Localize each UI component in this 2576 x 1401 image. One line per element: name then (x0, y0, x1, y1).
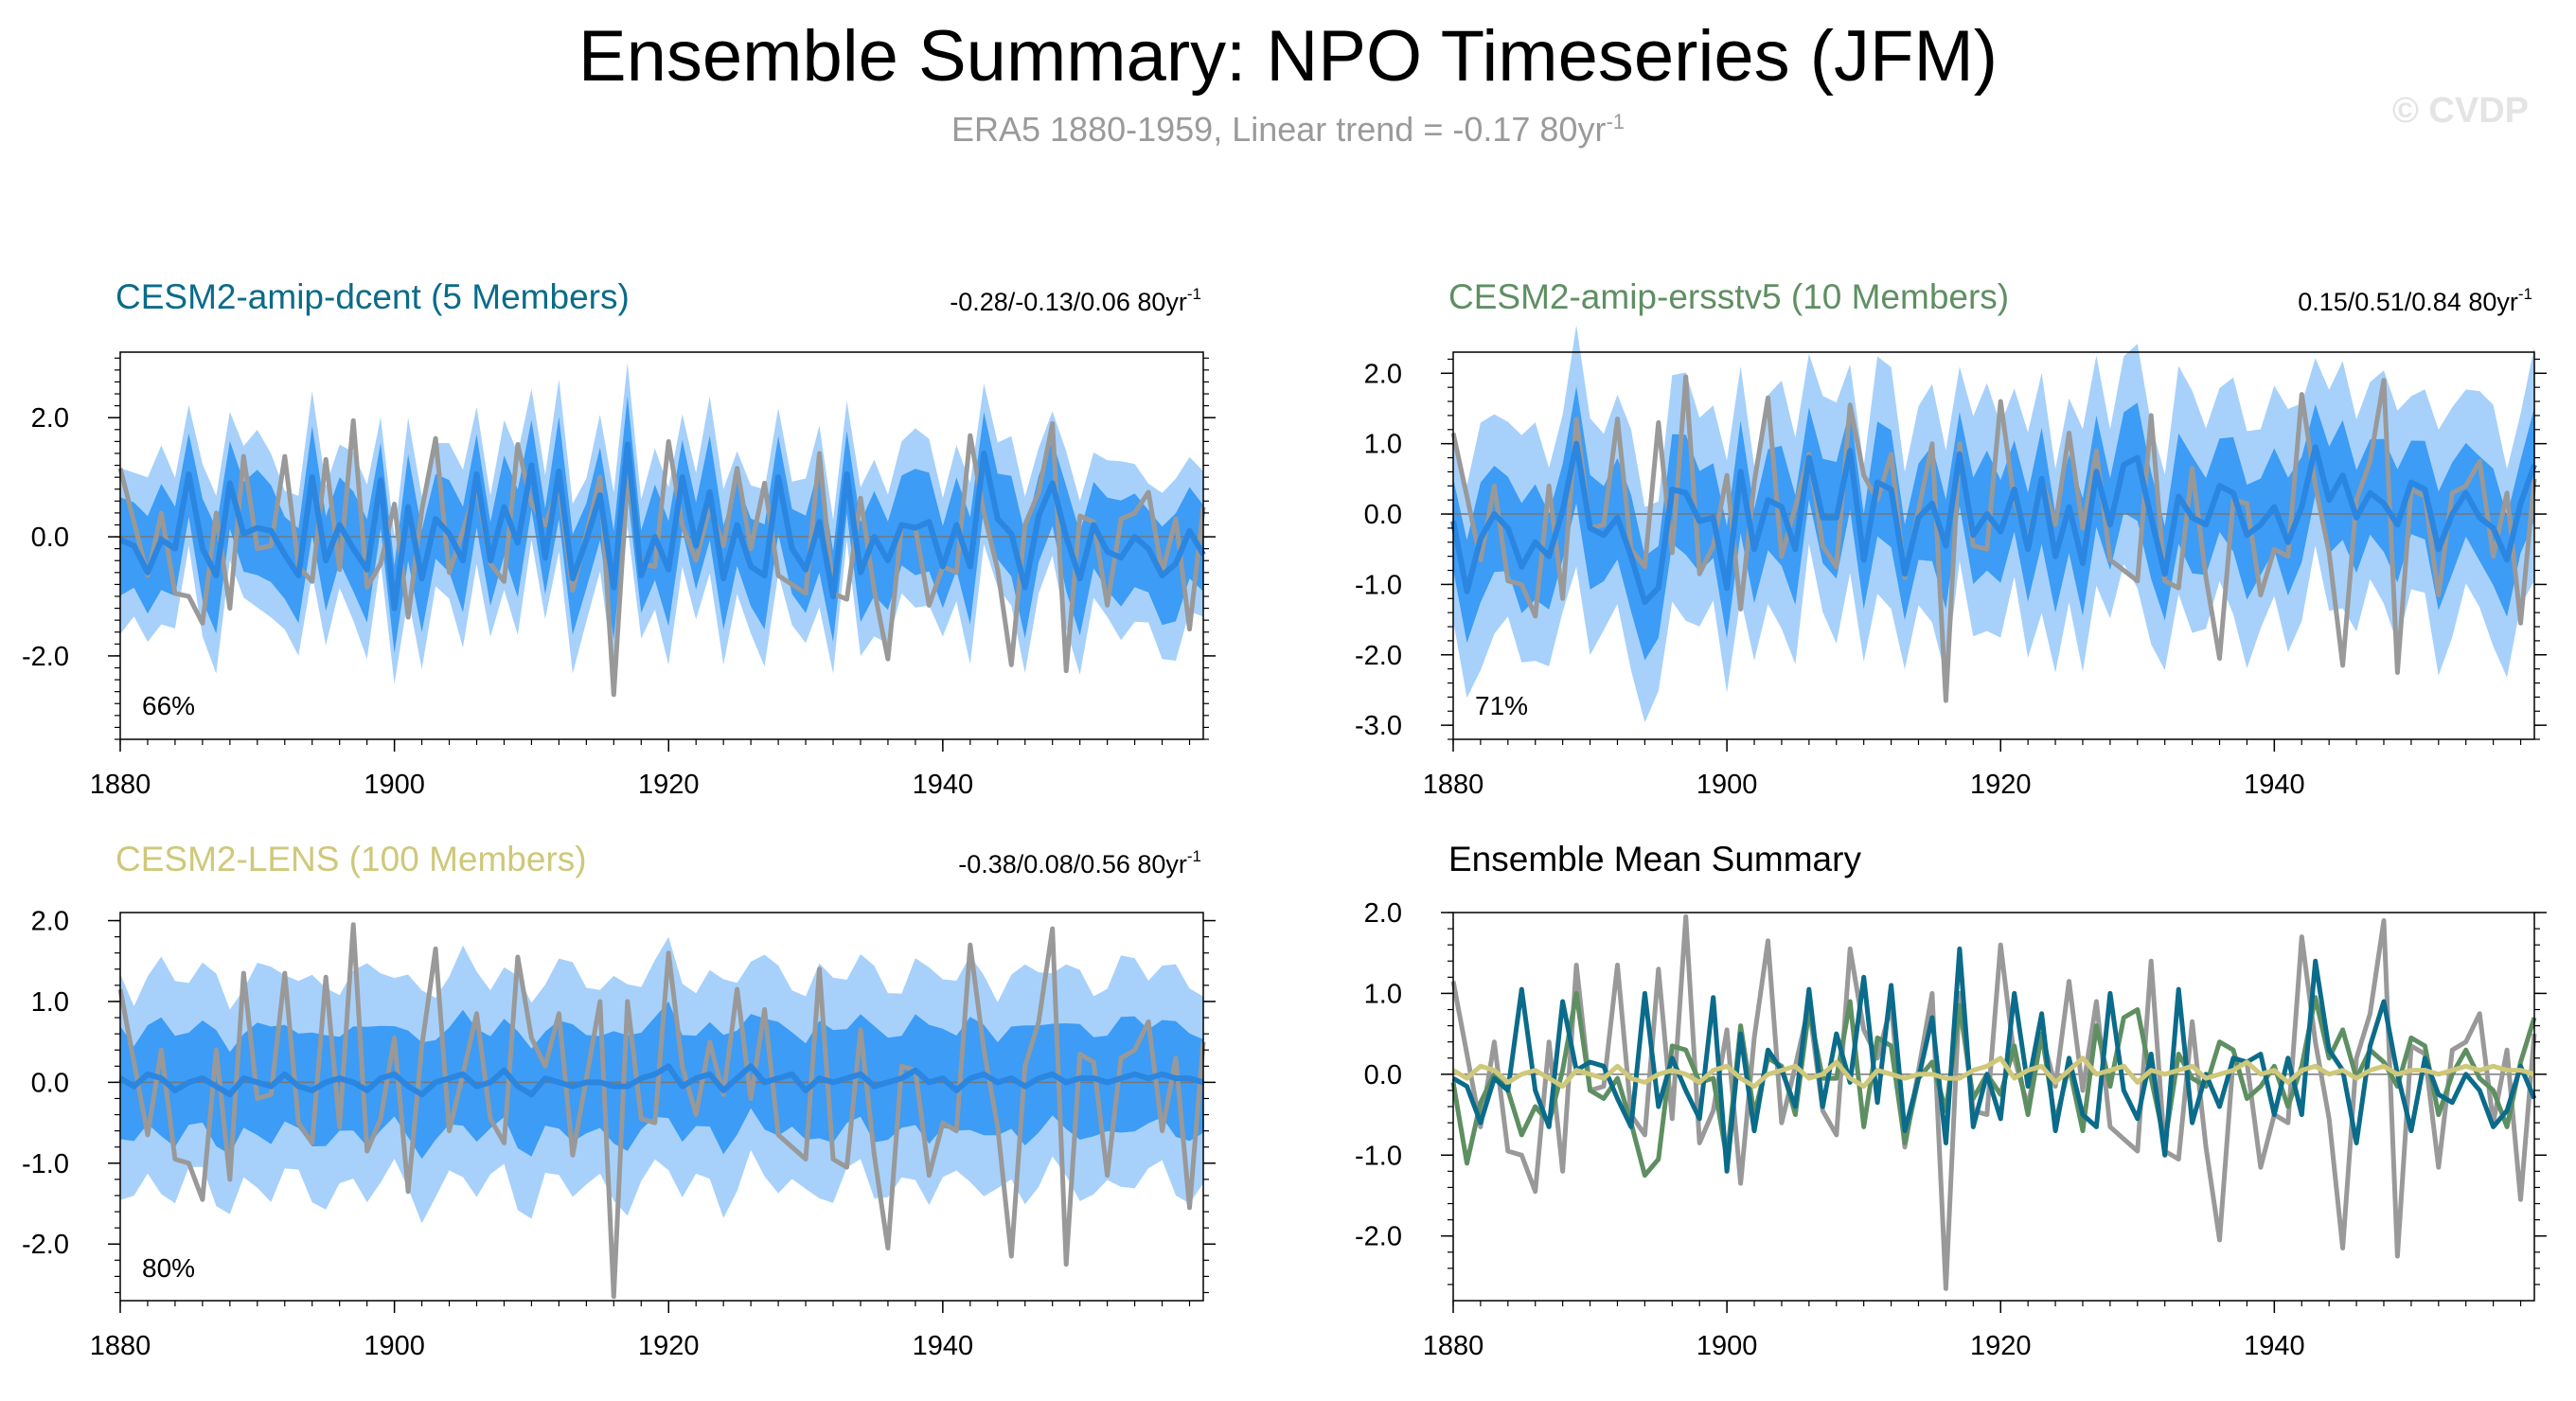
ensemble-mean-line-dcent (118, 441, 1206, 612)
copyright-watermark: © CVDP (2391, 91, 2529, 131)
y-tick-label: 0.0 (31, 523, 69, 553)
panel-title-ersstv5: CESM2-amip-ersstv5 (10 Members) (1448, 277, 2009, 316)
x-tick-label: 1940 (2244, 770, 2305, 800)
subtitle-text: ERA5 1880-1959, Linear trend = -0.17 80y… (950, 110, 1607, 149)
y-tick-label: 2.0 (31, 907, 69, 937)
y-tick-label: 1.0 (31, 987, 69, 1018)
summary-line-lens (1451, 1055, 2535, 1090)
y-tick-label: -2.0 (1355, 641, 1402, 671)
inner-spread-band-lens (120, 1002, 1203, 1160)
panel-ersstv5: CESM2-amip-ersstv5 (10 Members) 0.15/0.51… (1355, 277, 2547, 800)
y-tick-label: 0.0 (1364, 1060, 1402, 1091)
x-tick-label: 1920 (1970, 770, 2032, 800)
y-tick-label: 2.0 (1364, 359, 1402, 389)
y-tick-label: 2.0 (31, 403, 69, 434)
summary-line-ersstv5 (1450, 990, 2537, 1179)
panel-title-dcent: CESM2-amip-dcent (5 Members) (115, 277, 630, 316)
panel-summary: Ensemble Mean Summary 2.0 1.0 0.0 -1.0 -2.0 18… (1355, 840, 2547, 1361)
obs-line-ersstv5 (1450, 374, 2537, 703)
y-tick-label: 2.0 (1364, 898, 1402, 929)
pct-label-dcent: 66% (142, 691, 195, 720)
ensemble-mean-line-ersstv5 (1450, 440, 2537, 605)
x-tick-label: 1900 (1697, 770, 1758, 800)
panel-lens: CESM2-LENS (100 Members) -0.38/0.08/0.56 … (22, 840, 1216, 1361)
panel-title-lens: CESM2-LENS (100 Members) (115, 840, 587, 878)
y-tick-label: -2.0 (1355, 1222, 1402, 1252)
ensemble-mean-line-lens (118, 1063, 1204, 1098)
trend-text-lens: -0.38/0.08/0.56 80yr-1 (958, 847, 1201, 878)
plot-frame-lens (119, 912, 1204, 1302)
pct-label-ersstv5: 71% (1475, 691, 1528, 720)
summary-line-dcent (1451, 946, 2537, 1174)
panel-dcent: CESM2-amip-dcent (5 Members) -0.28/-0.13/… (22, 277, 1216, 800)
main-title: Ensemble Summary: NPO Timeseries (JFM) (577, 16, 1999, 97)
subtitle-superscript: -1 (1606, 110, 1625, 133)
x-tick-label: 1900 (364, 1331, 425, 1361)
y-tick-label: -1.0 (1355, 1141, 1402, 1171)
x-tick-label: 1920 (638, 1331, 700, 1361)
x-tick-label: 1880 (90, 770, 151, 800)
y-tick-label: -1.0 (1355, 570, 1402, 600)
x-tick-label: 1920 (638, 770, 700, 800)
y-tick-label: 0.0 (31, 1068, 69, 1098)
trend-text-dcent: -0.28/-0.13/0.06 80yr-1 (950, 285, 1201, 316)
panel-title-summary: Ensemble Mean Summary (1448, 840, 1861, 878)
pct-label-lens: 80% (142, 1253, 195, 1283)
x-tick-label: 1900 (364, 770, 425, 800)
y-tick-label: -2.0 (22, 1230, 69, 1260)
y-tick-label: -1.0 (22, 1149, 69, 1179)
y-tick-label: 1.0 (1364, 430, 1402, 460)
x-tick-label: 1900 (1697, 1331, 1758, 1361)
y-tick-label: 1.0 (1364, 979, 1402, 1009)
y-tick-label: -2.0 (22, 642, 69, 672)
trend-text-ersstv5: 0.15/0.51/0.84 80yr-1 (2298, 285, 2532, 316)
x-tick-label: 1880 (90, 1331, 151, 1361)
y-tick-label: -3.0 (1355, 711, 1402, 741)
y-tick-label: 0.0 (1364, 500, 1402, 530)
subtitle: ERA5 1880-1959, Linear trend = -0.17 80y… (0, 112, 2576, 147)
x-tick-label: 1880 (1423, 1331, 1484, 1361)
x-tick-label: 1940 (2244, 1331, 2305, 1361)
x-tick-label: 1880 (1423, 770, 1484, 800)
plot-frame-dcent (119, 351, 1204, 740)
obs-line-lens (117, 922, 1206, 1300)
x-tick-label: 1940 (913, 1331, 974, 1361)
plot-frame-ersstv5 (1452, 351, 2535, 740)
x-tick-label: 1940 (913, 770, 974, 800)
x-tick-label: 1920 (1970, 1331, 2032, 1361)
